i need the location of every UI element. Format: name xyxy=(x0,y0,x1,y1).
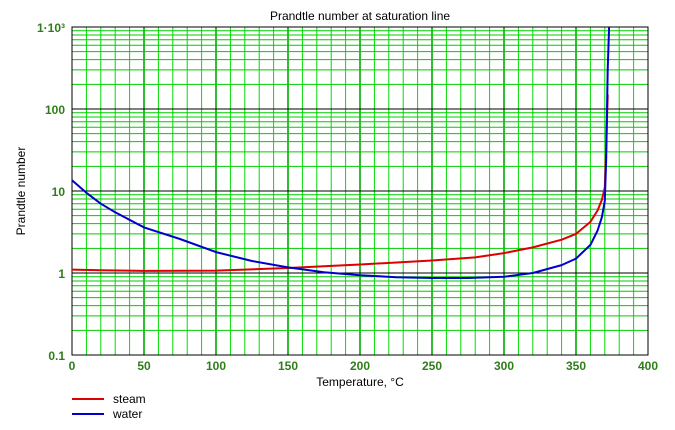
x-tick-label: 50 xyxy=(137,359,151,373)
chart-title: Prandtle number at saturation line xyxy=(270,9,450,23)
y-tick-label: 1 xyxy=(58,267,65,281)
y-tick-label: 1·10³ xyxy=(37,21,65,35)
x-tick-label: 250 xyxy=(422,359,442,373)
x-tick-labels: 0 50 100 150 200 250 300 350 400 xyxy=(69,359,659,373)
x-tick-label: 0 xyxy=(69,359,76,373)
x-tick-label: 200 xyxy=(350,359,370,373)
series-line-water xyxy=(71,26,611,279)
x-tick-label: 400 xyxy=(638,359,658,373)
y-tick-label: 10 xyxy=(52,185,66,199)
series-line-steam xyxy=(71,94,609,272)
legend-item-steam: steam xyxy=(72,392,146,406)
series-layer xyxy=(71,26,611,279)
y-axis-label: Prandtle number xyxy=(14,147,28,236)
x-tick-label: 300 xyxy=(494,359,514,373)
legend-label: water xyxy=(112,407,142,421)
legend-label: steam xyxy=(113,392,146,406)
x-axis-label: Temperature, °C xyxy=(316,375,404,389)
plot-frame xyxy=(71,26,649,356)
grid xyxy=(72,27,648,355)
y-tick-label: 100 xyxy=(45,103,65,117)
legend-item-water: water xyxy=(72,407,142,421)
x-tick-label: 350 xyxy=(566,359,586,373)
x-tick-label: 150 xyxy=(278,359,298,373)
y-tick-label: 0.1 xyxy=(48,349,65,363)
x-tick-label: 100 xyxy=(206,359,226,373)
y-tick-labels: 0.1 1 10 100 1·10³ xyxy=(37,21,65,363)
